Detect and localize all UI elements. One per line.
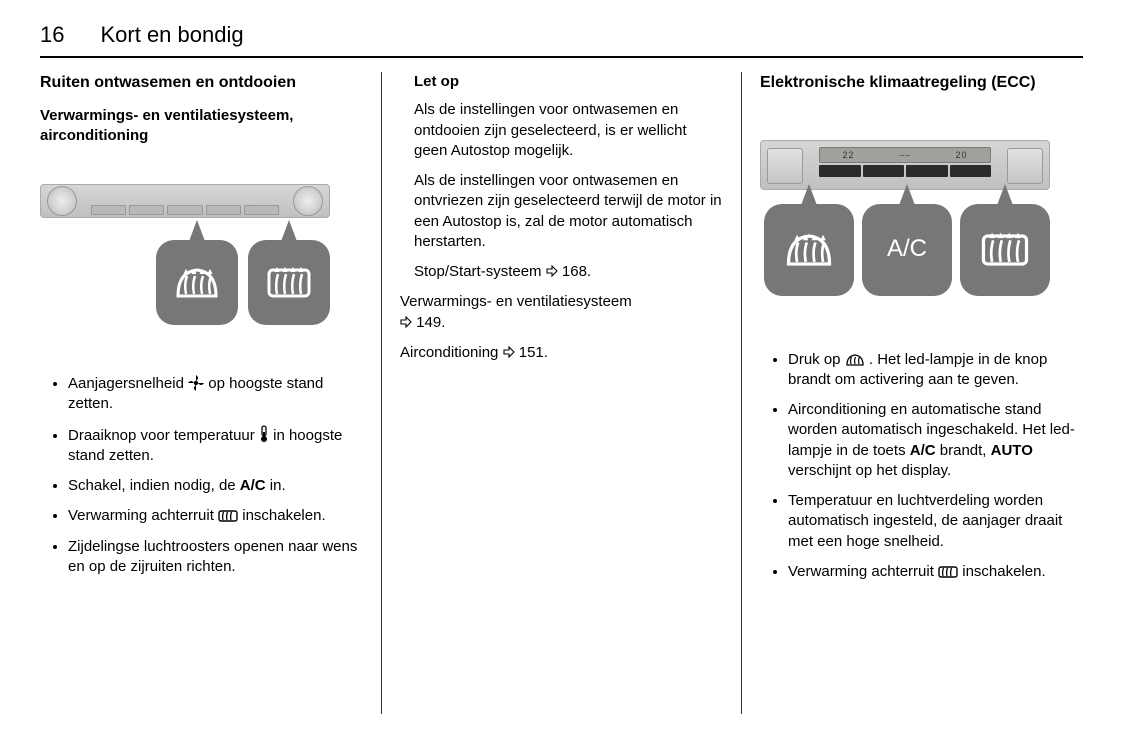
page-title: Kort en bondig xyxy=(100,22,243,48)
ecc-callouts-group: A/C xyxy=(764,184,1050,296)
panel-buttons-row xyxy=(91,205,279,215)
hvac-panel-illustration xyxy=(40,166,330,356)
para-stopstart-ref: Stop/Start-systeem 168. xyxy=(414,262,723,282)
ref-text: Stop/Start-systeem xyxy=(414,263,546,280)
lcd-left-temp: 22 xyxy=(842,149,854,161)
callout-front-defrost-ecc xyxy=(764,184,854,296)
list-item: Aanjagersnelheid op hoogste stand zetten… xyxy=(68,374,363,415)
para-ac-ref: Airconditioning 151. xyxy=(400,343,723,363)
callout-rear-defrost-ecc xyxy=(960,184,1050,296)
callout-front-defrost xyxy=(156,220,238,325)
column-right: Elektronische klimaatregeling (ECC) 22 ⎯… xyxy=(742,72,1083,714)
letop-label: Let op xyxy=(414,72,723,92)
bullet-text: Verwarming achterruit xyxy=(68,507,218,524)
rear-defrost-inline-icon xyxy=(218,509,238,523)
ecc-mid-buttons xyxy=(819,165,991,177)
bullet-text: Druk op xyxy=(788,351,845,368)
bullet-text: Schakel, indien nodig, de xyxy=(68,477,240,494)
bullet-text: brandt, xyxy=(936,442,991,459)
lcd-mid: ⎯⎯ xyxy=(899,149,910,161)
bold-ac: A/C xyxy=(240,477,266,494)
reference-arrow-icon xyxy=(546,265,558,277)
rear-defrost-icon xyxy=(977,225,1033,275)
list-item: Verwarming achterruit inschakelen. xyxy=(68,506,363,526)
bullet-list-right: Druk op . Het led-lampje in de knop bran… xyxy=(788,350,1083,583)
list-item: Draaiknop voor temperatuur in hoogste st… xyxy=(68,425,363,467)
bullet-text: Draaiknop voor temperatuur xyxy=(68,427,259,444)
bullet-text: inschakelen. xyxy=(962,563,1045,580)
ref-text: Verwarmings- en ventilatiesysteem xyxy=(400,293,632,310)
bullet-text: Temperatuur en luchtverdeling worden aut… xyxy=(788,492,1062,550)
list-item: Zijdelingse luchtroosters openen naar we… xyxy=(68,537,363,578)
page-number: 16 xyxy=(40,22,64,48)
front-defrost-inline-icon xyxy=(845,353,865,367)
ac-label-icon: A/C xyxy=(887,233,927,265)
bullet-text: Aanjagersnelheid xyxy=(68,375,188,392)
subheading-hvac: Verwarmings- en ventilatiesysteem, airco… xyxy=(40,106,363,147)
front-defrost-icon xyxy=(172,260,222,306)
ecc-right-button xyxy=(1007,148,1043,184)
ref-number: 151. xyxy=(519,344,548,361)
left-dial xyxy=(47,186,77,216)
callout-ac: A/C xyxy=(862,184,952,296)
para-hvac-ref: Verwarmings- en ventilatiesysteem 149. xyxy=(400,292,723,333)
bold-auto: AUTO xyxy=(991,442,1033,459)
ecc-lcd-display: 22 ⎯⎯ 20 xyxy=(819,147,991,163)
bullet-text: in. xyxy=(266,477,286,494)
thermometer-icon xyxy=(259,425,269,443)
ecc-panel-strip: 22 ⎯⎯ 20 xyxy=(760,140,1050,190)
heading-ecc: Elektronische klimaatregeling (ECC) xyxy=(760,72,1083,94)
ref-number: 149. xyxy=(416,314,445,331)
bullet-text: inschakelen. xyxy=(242,507,325,524)
bullet-list-left: Aanjagersnelheid op hoogste stand zetten… xyxy=(68,374,363,577)
list-item: Druk op . Het led-lampje in de knop bran… xyxy=(788,350,1083,391)
bullet-text: Zijdelingse luchtroosters openen naar we… xyxy=(68,538,357,575)
list-item: Airconditioning en automatische stand wo… xyxy=(788,400,1083,481)
rear-defrost-icon xyxy=(263,260,315,306)
bullet-text: verschijnt op het display. xyxy=(788,462,951,479)
page-header: 16 Kort en bondig xyxy=(40,22,1083,58)
list-item: Temperatuur en luchtverdeling worden aut… xyxy=(788,491,1083,552)
front-defrost-icon xyxy=(782,225,836,275)
heading-defog: Ruiten ontwasemen en ontdooien xyxy=(40,72,363,94)
ref-text: Airconditioning xyxy=(400,344,503,361)
reference-arrow-icon xyxy=(503,346,515,358)
ref-number: 168. xyxy=(562,263,591,280)
bold-ac: A/C xyxy=(910,442,936,459)
bullet-text: Verwarming achterruit xyxy=(788,563,938,580)
content-columns: Ruiten ontwasemen en ontdooien Verwarmin… xyxy=(40,72,1083,714)
hvac-panel-strip xyxy=(40,184,330,218)
list-item: Schakel, indien nodig, de A/C in. xyxy=(68,476,363,496)
ecc-panel-illustration: 22 ⎯⎯ 20 xyxy=(760,122,1050,332)
column-middle: Let op Als de instellingen voor ontwasem… xyxy=(382,72,741,714)
fan-icon xyxy=(188,375,204,391)
reference-arrow-icon xyxy=(400,316,412,328)
para-autostop-1: Als de instellingen voor ontwasemen en o… xyxy=(414,100,723,161)
rear-defrost-inline-icon xyxy=(938,565,958,579)
callouts-group xyxy=(156,220,330,325)
callout-rear-defrost xyxy=(248,220,330,325)
lcd-right-temp: 20 xyxy=(955,149,967,161)
ecc-left-button xyxy=(767,148,803,184)
para-autostop-2: Als de instellingen voor ontwasemen en o… xyxy=(414,171,723,252)
right-dial xyxy=(293,186,323,216)
column-left: Ruiten ontwasemen en ontdooien Verwarmin… xyxy=(40,72,381,714)
list-item: Verwarming achterruit inschakelen. xyxy=(788,562,1083,582)
